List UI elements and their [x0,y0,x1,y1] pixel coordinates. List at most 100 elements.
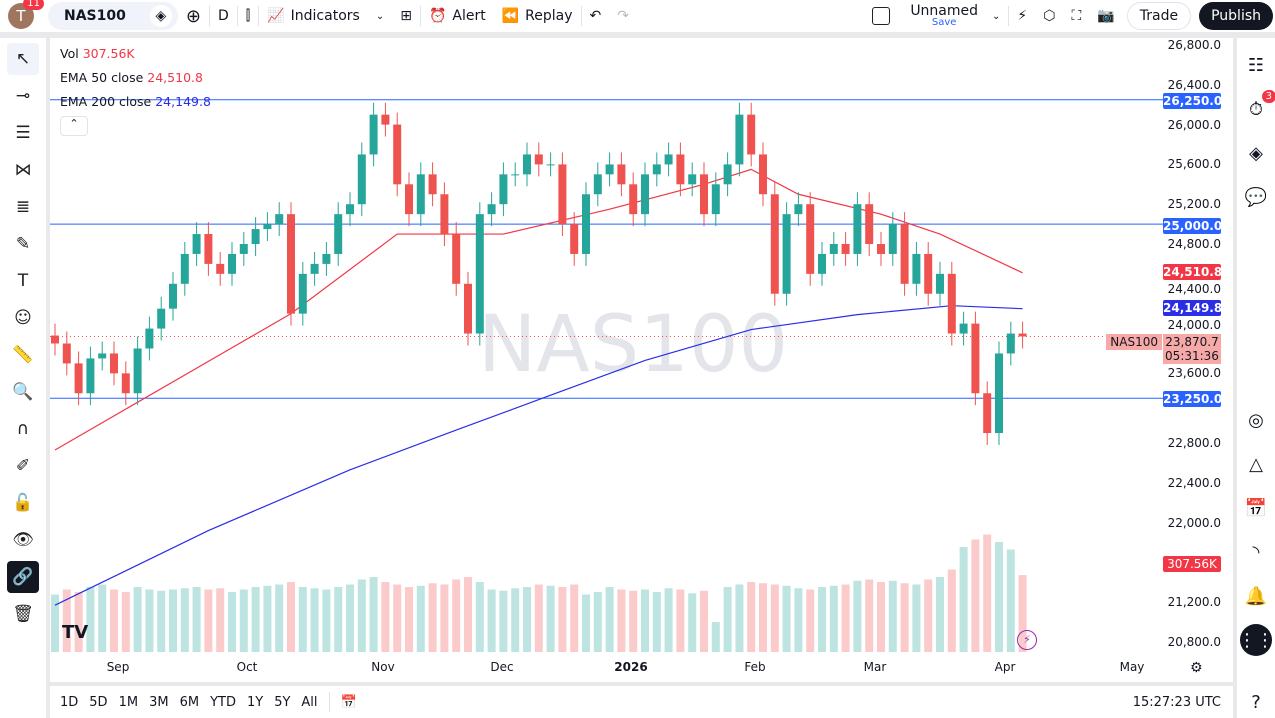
candle-body [192,234,201,254]
indicators-button[interactable]: 📈 Indicators ⌄ [267,8,385,24]
text-icon[interactable]: T [17,271,29,291]
volume-bar [310,588,319,652]
save-link[interactable]: Save [931,17,957,28]
alerts-clock-icon[interactable]: ⏱ 3 [1240,89,1275,126]
time-tick: Sep [106,660,130,674]
collapse-legend-button[interactable]: ⌃ [60,116,88,136]
chart-type-button[interactable]: ⫿ [238,0,258,32]
volume-bar [357,579,366,652]
range-3m[interactable]: 3M [149,694,169,710]
undo-button[interactable]: ↶ [582,0,610,32]
settings-button[interactable]: ⬡ [1035,0,1063,32]
quick-search-button[interactable]: ⚡ [1009,0,1035,32]
zoom-icon[interactable]: 🔍 [12,382,34,402]
mountain-icon[interactable]: △ [1249,454,1263,476]
publish-button[interactable]: Publish [1199,2,1273,30]
candle-body [452,234,461,284]
help-icon[interactable]: ? [1251,691,1261,713]
candle-body [393,124,402,185]
range-5y[interactable]: 5Y [274,694,291,710]
eye-icon[interactable]: 👁 [12,530,34,550]
trade-button[interactable]: Trade [1126,2,1192,30]
price-tick: 26,400.0 [1167,77,1221,92]
chat-icon[interactable]: 💬 [1244,187,1268,209]
volume-bar [888,580,897,652]
layouts-button[interactable]: ⊞ [392,0,420,32]
volume-bar [511,588,520,652]
avatar[interactable]: T 11 [8,0,44,29]
chart-pane[interactable]: NAS100 Vol 307.56K EMA 50 close 24,510.8… [50,38,1233,682]
candles-icon: ⫿ [245,8,251,24]
candle-body [818,253,826,274]
volume-bar [287,582,295,652]
volume-bar [983,534,992,652]
forecast-icon[interactable]: ≣ [15,197,31,217]
chevron-down-icon[interactable]: ⌄ [375,10,385,22]
chevron-down-icon[interactable]: ⌄ [992,10,1001,22]
fib-icon[interactable]: ☰ [15,123,31,143]
ema50-legend[interactable]: EMA 50 close 24,510.8 [60,70,203,85]
lock-icon[interactable]: 🔓 [12,493,34,513]
candle-body [841,244,850,254]
candle-body [263,224,272,230]
snapshot-button[interactable]: 📷 [1089,0,1122,32]
alert-button[interactable]: ⏰ Alert [428,8,486,24]
redo-icon: ↷ [617,8,629,24]
symbol-search[interactable]: NAS100 ◈ [48,2,178,30]
magnet-icon[interactable]: ∩ [16,419,30,439]
candle-body [912,253,921,284]
candle-body [947,273,956,334]
candle-body [298,273,307,314]
interval-button[interactable]: D [217,8,229,24]
bell-icon[interactable]: 🔔 [1244,585,1268,607]
link-icon[interactable]: 🔗 [7,561,39,593]
cursor-icon[interactable]: ↖ [7,43,39,75]
volume-bar [841,584,850,652]
brush-icon[interactable]: ✎ [15,234,31,254]
candle-body [145,328,154,349]
range-ytd[interactable]: YTD [210,694,236,710]
candle-body [487,204,496,215]
emoji-icon[interactable]: ☺ [14,308,32,328]
pencil-lock-icon[interactable]: ✐ [15,456,31,476]
range-5d[interactable]: 5D [89,694,108,710]
candle-body [110,353,118,374]
lightning-icon[interactable]: ⚡ [1017,630,1037,650]
symbol-flag-icon[interactable]: ◈ [149,5,172,27]
volume-bar [487,589,496,652]
time-tick: Nov [371,660,395,674]
replay-button[interactable]: ⏪ Replay [501,8,573,24]
volume-bar [216,588,225,652]
axis-settings-icon[interactable]: ⚙ [1190,660,1203,676]
candle-body [782,214,791,294]
date-range-icon[interactable]: 📅 [340,694,357,710]
range-1m[interactable]: 1M [118,694,139,710]
pattern-icon[interactable]: ⋈ [14,160,32,180]
candle-body [322,253,331,264]
redo-button[interactable]: ↷ [609,0,637,32]
candle-body [440,194,449,235]
trend-line-icon[interactable]: ⊸ [15,86,31,106]
fullscreen-button[interactable]: ⛶ [1064,0,1090,32]
apps-icon[interactable]: ⋮⋮ [1238,624,1274,657]
range-6m[interactable]: 6M [179,694,200,710]
ruler-icon[interactable]: 📏 [12,345,34,365]
trash-icon[interactable]: 🗑 [12,604,34,624]
compare-button[interactable]: ⊕ [178,0,209,32]
range-1y[interactable]: 1Y [246,694,264,710]
broadcast-icon[interactable]: ◝ [1252,541,1260,563]
watchlist-icon[interactable]: ☷ [1247,55,1265,77]
range-all[interactable]: All [301,694,318,710]
price-tick: 22,400.0 [1167,475,1221,490]
ema200-legend[interactable]: EMA 200 close 24,149.8 [60,94,211,109]
candle-body [546,164,555,166]
price-chart[interactable] [50,38,1165,682]
range-1d[interactable]: 1D [60,694,79,710]
target-icon[interactable]: ◎ [1248,410,1264,432]
clock[interactable]: 15:27:23 UTC [1132,694,1221,710]
layers-icon[interactable]: ◈ [1249,143,1263,165]
layout-button[interactable]: Unnamed Save ⌄ [864,0,1008,32]
calendar-icon[interactable]: 📅 [1244,498,1268,520]
indicators-icon: 📈 [267,8,285,24]
candle-body [287,214,295,314]
